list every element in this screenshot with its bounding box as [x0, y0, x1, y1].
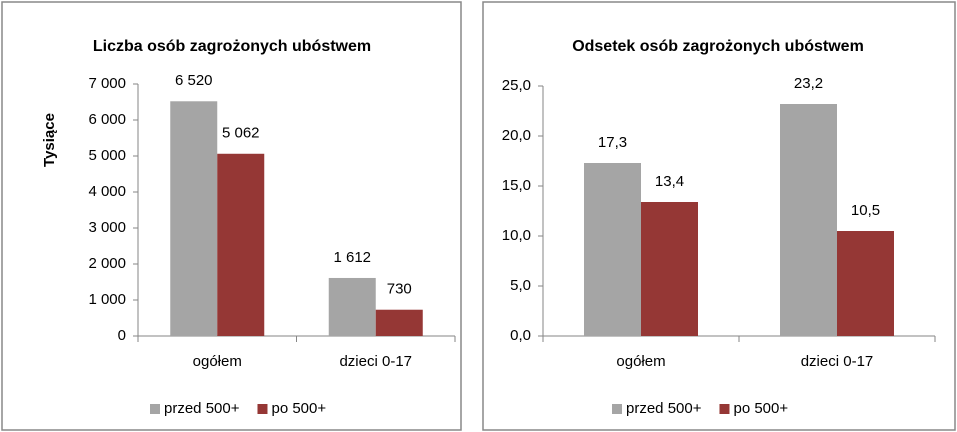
y-axis-label: Tysiące — [41, 113, 58, 167]
bar — [170, 101, 218, 336]
bar — [217, 153, 265, 336]
y-tick-label: 25,0 — [502, 77, 531, 94]
legend-label: po 500+ — [271, 400, 326, 417]
y-tick-label: 3 000 — [88, 219, 126, 236]
y-tick-label: 2 000 — [88, 255, 126, 272]
y-tick-label: 0 — [118, 327, 126, 344]
legend-swatch — [257, 404, 268, 414]
legend-label: przed 500+ — [626, 400, 702, 417]
y-tick-label: 1 000 — [88, 291, 126, 308]
value-label: 10,5 — [851, 202, 880, 219]
legend-label: po 500+ — [733, 400, 788, 417]
value-label: 17,3 — [598, 134, 627, 151]
x-tick-label: dzieci 0-17 — [801, 353, 874, 370]
y-tick-label: 7 000 — [88, 75, 126, 92]
x-tick-label: ogółem — [193, 353, 242, 370]
y-tick-label: 15,0 — [502, 177, 531, 194]
y-tick-label: 6 000 — [88, 111, 126, 128]
legend-swatch — [150, 404, 160, 414]
bar — [780, 104, 837, 336]
bar — [375, 309, 423, 336]
value-label: 730 — [387, 281, 412, 298]
bar — [837, 231, 894, 336]
value-label: 6 520 — [175, 72, 213, 89]
value-label: 1 612 — [333, 249, 371, 266]
value-label: 23,2 — [794, 75, 823, 92]
y-tick-label: 5 000 — [88, 147, 126, 164]
x-tick-label: ogółem — [616, 353, 665, 370]
y-tick-label: 10,0 — [502, 227, 531, 244]
y-tick-label: 5,0 — [510, 277, 531, 294]
value-label: 5 062 — [222, 125, 260, 142]
bar — [328, 277, 376, 336]
y-tick-label: 4 000 — [88, 183, 126, 200]
legend-label: przed 500+ — [164, 400, 240, 417]
chart-title: Liczba osób zagrożonych ubóstwem — [93, 38, 371, 55]
value-label: 13,4 — [655, 173, 684, 190]
y-tick-label: 0,0 — [510, 327, 531, 344]
bar — [641, 202, 698, 336]
chart-title: Odsetek osób zagrożonych ubóstwem — [572, 38, 864, 55]
chart-frame — [482, 1, 956, 431]
x-tick-label: dzieci 0-17 — [339, 353, 412, 370]
y-tick-label: 20,0 — [502, 127, 531, 144]
legend-swatch — [719, 404, 730, 414]
bar — [584, 163, 641, 336]
legend-swatch — [612, 404, 622, 414]
